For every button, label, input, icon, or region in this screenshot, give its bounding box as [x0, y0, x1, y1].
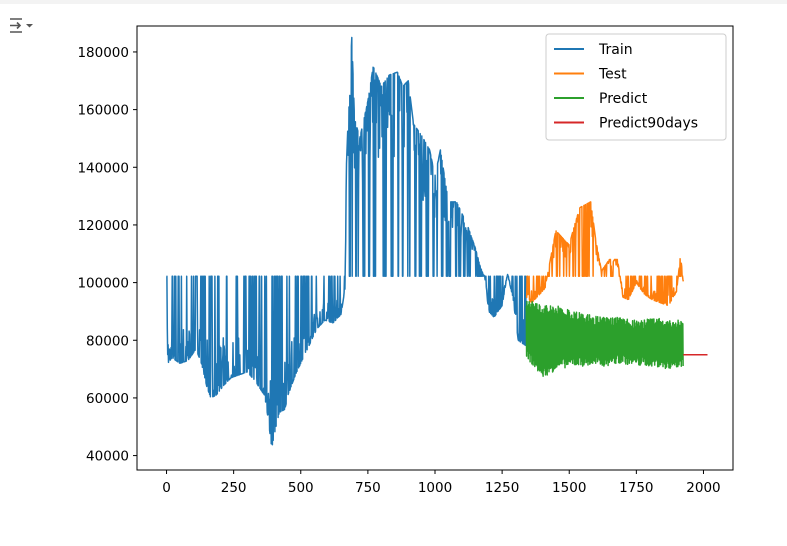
series-test-line: [525, 201, 685, 306]
x-tick-label: 1250: [485, 480, 519, 496]
y-tick-label: 160000: [77, 103, 129, 119]
legend-label-predict90days: Predict90days: [599, 116, 698, 132]
x-tick-label: 1500: [552, 480, 586, 496]
axes: 0 250 500 750 1000 1250 1500 1750 2000 40000 60000…: [77, 45, 720, 496]
x-tick-label: 250: [221, 480, 247, 496]
series-train-line: [166, 36, 527, 446]
x-tick-label: 2000: [686, 480, 720, 496]
x-tick-label: 1000: [418, 480, 452, 496]
legend-box: [545, 33, 727, 141]
top-bar: [0, 0, 787, 4]
x-tick-label: 500: [288, 480, 314, 496]
y-tick-label: 40000: [86, 449, 129, 465]
legend-label-predict: Predict: [599, 91, 648, 107]
y-tick-label: 80000: [86, 333, 129, 349]
x-tick-label: 1750: [619, 480, 653, 496]
series-predict-line: [525, 300, 684, 378]
y-tick-label: 120000: [77, 218, 129, 234]
y-tick-label: 180000: [77, 45, 129, 61]
output-toggle-icon[interactable]: [8, 16, 34, 36]
plot-area: [166, 36, 708, 446]
y-tick-label: 100000: [77, 276, 129, 292]
y-tick-label: 60000: [86, 391, 129, 407]
x-tick-label: 750: [355, 480, 381, 496]
x-tick-label: 0: [162, 480, 171, 496]
legend-label-train: Train: [598, 42, 633, 58]
y-tick-label: 140000: [77, 160, 129, 176]
legend-label-test: Test: [598, 67, 627, 83]
legend: Train Test Predict Predict90days: [545, 33, 727, 141]
